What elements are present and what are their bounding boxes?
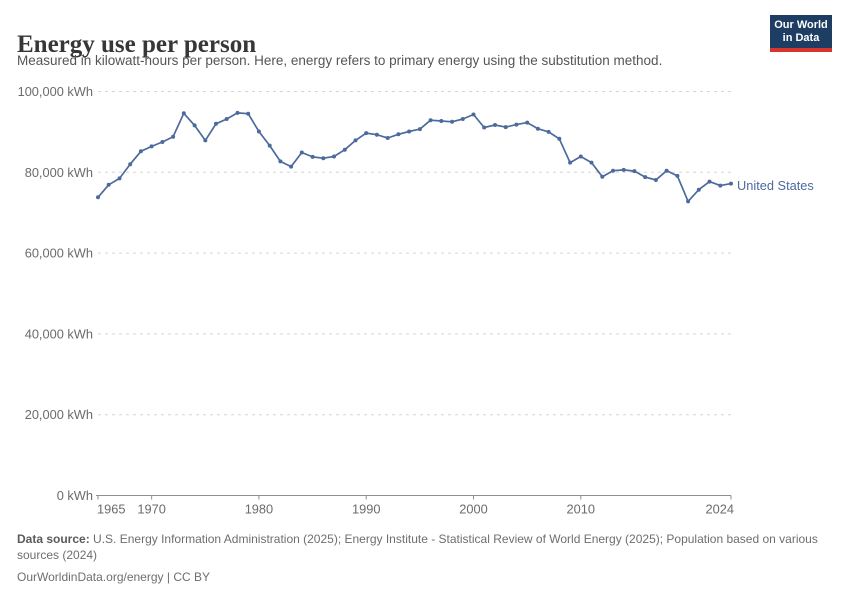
data-point[interactable] — [321, 156, 326, 161]
data-point[interactable] — [611, 168, 615, 173]
data-point[interactable] — [525, 120, 530, 125]
data-point[interactable] — [289, 164, 294, 169]
x-tick-label: 1980 — [245, 502, 273, 517]
data-point[interactable] — [535, 126, 540, 131]
data-point[interactable] — [589, 160, 594, 165]
data-point[interactable] — [385, 136, 390, 140]
data-point[interactable] — [493, 123, 497, 127]
data-point[interactable] — [117, 176, 122, 181]
data-point[interactable] — [439, 119, 444, 123]
data-point[interactable] — [299, 150, 304, 155]
data-point[interactable] — [224, 117, 229, 121]
data-source-label: Data source: — [17, 532, 90, 546]
data-point[interactable] — [600, 174, 605, 179]
data-point[interactable] — [686, 199, 691, 204]
data-point[interactable] — [471, 112, 476, 117]
data-point[interactable] — [181, 111, 186, 116]
data-point[interactable] — [546, 129, 551, 134]
data-source-line: Data source: U.S. Energy Information Adm… — [17, 531, 835, 563]
x-tick-label: 1970 — [137, 502, 165, 517]
x-tick-label: 1965 — [97, 502, 125, 517]
data-point[interactable] — [643, 175, 648, 180]
data-point[interactable] — [664, 168, 669, 173]
data-point[interactable] — [310, 154, 315, 159]
page-title: Energy use per person — [17, 30, 257, 58]
y-tick-label: 0 kWh — [57, 488, 93, 503]
data-point[interactable] — [653, 178, 658, 182]
data-point[interactable] — [332, 154, 336, 159]
owid-url-link[interactable]: OurWorldinData.org/energy — [17, 570, 164, 584]
data-point[interactable] — [128, 162, 133, 167]
x-tick-label: 2024 — [706, 502, 734, 517]
x-tick-label: 1990 — [352, 502, 380, 517]
data-point[interactable] — [460, 117, 465, 121]
data-point[interactable] — [96, 195, 100, 200]
data-point[interactable] — [675, 173, 680, 178]
data-point[interactable] — [235, 110, 240, 115]
data-point[interactable] — [557, 136, 562, 141]
y-tick-label: 100,000 kWh — [18, 84, 93, 99]
data-point[interactable] — [503, 125, 508, 130]
data-point[interactable] — [568, 160, 573, 165]
data-point[interactable] — [171, 134, 176, 139]
data-point[interactable] — [374, 132, 379, 137]
data-point[interactable] — [578, 154, 583, 159]
data-point[interactable] — [214, 121, 218, 126]
data-point[interactable] — [407, 129, 412, 134]
data-point[interactable] — [246, 111, 251, 116]
data-point[interactable] — [632, 169, 637, 174]
data-point[interactable] — [256, 129, 261, 134]
data-point[interactable] — [514, 122, 519, 127]
y-tick-label: 40,000 kWh — [25, 326, 93, 341]
data-point[interactable] — [342, 147, 347, 152]
data-point[interactable] — [149, 144, 154, 149]
data-point[interactable] — [203, 138, 208, 143]
data-point[interactable] — [396, 132, 401, 137]
data-point[interactable] — [718, 183, 723, 188]
data-point[interactable] — [450, 119, 455, 124]
divider: | — [166, 570, 170, 584]
data-point[interactable] — [364, 131, 369, 136]
y-tick-label: 60,000 kWh — [25, 246, 93, 261]
chart-subtitle: Measured in kilowatt-hours per person. H… — [17, 53, 663, 68]
data-point[interactable] — [696, 187, 701, 192]
data-point[interactable] — [138, 149, 143, 154]
data-point[interactable] — [267, 143, 272, 148]
data-point[interactable] — [353, 138, 358, 143]
cc-by-link[interactable]: CC BY — [173, 570, 211, 584]
data-point[interactable] — [417, 127, 422, 132]
owid-logo[interactable]: Our World in Data — [770, 15, 832, 52]
data-point[interactable] — [278, 159, 283, 164]
data-point[interactable] — [707, 179, 712, 184]
y-tick-label: 80,000 kWh — [25, 165, 93, 180]
data-point[interactable] — [428, 118, 433, 123]
owid-logo-line2: in Data — [782, 32, 820, 44]
footer: Data source: U.S. Energy Information Adm… — [17, 531, 835, 585]
x-tick-label: 2000 — [459, 502, 487, 517]
data-point[interactable] — [192, 123, 197, 128]
data-point[interactable] — [729, 181, 733, 186]
y-tick-label: 20,000 kWh — [25, 407, 93, 422]
data-point[interactable] — [160, 140, 165, 144]
data-point[interactable] — [106, 182, 111, 187]
data-source-text: U.S. Energy Information Administration (… — [17, 532, 818, 562]
owid-logo-line1: Our World — [774, 19, 828, 31]
data-point[interactable] — [482, 125, 487, 130]
series-entity-label[interactable]: United States — [737, 178, 814, 193]
data-point[interactable] — [621, 167, 626, 172]
x-tick-label: 2010 — [567, 502, 595, 517]
license-line: OurWorldinData.org/energy | CC BY — [17, 569, 835, 585]
